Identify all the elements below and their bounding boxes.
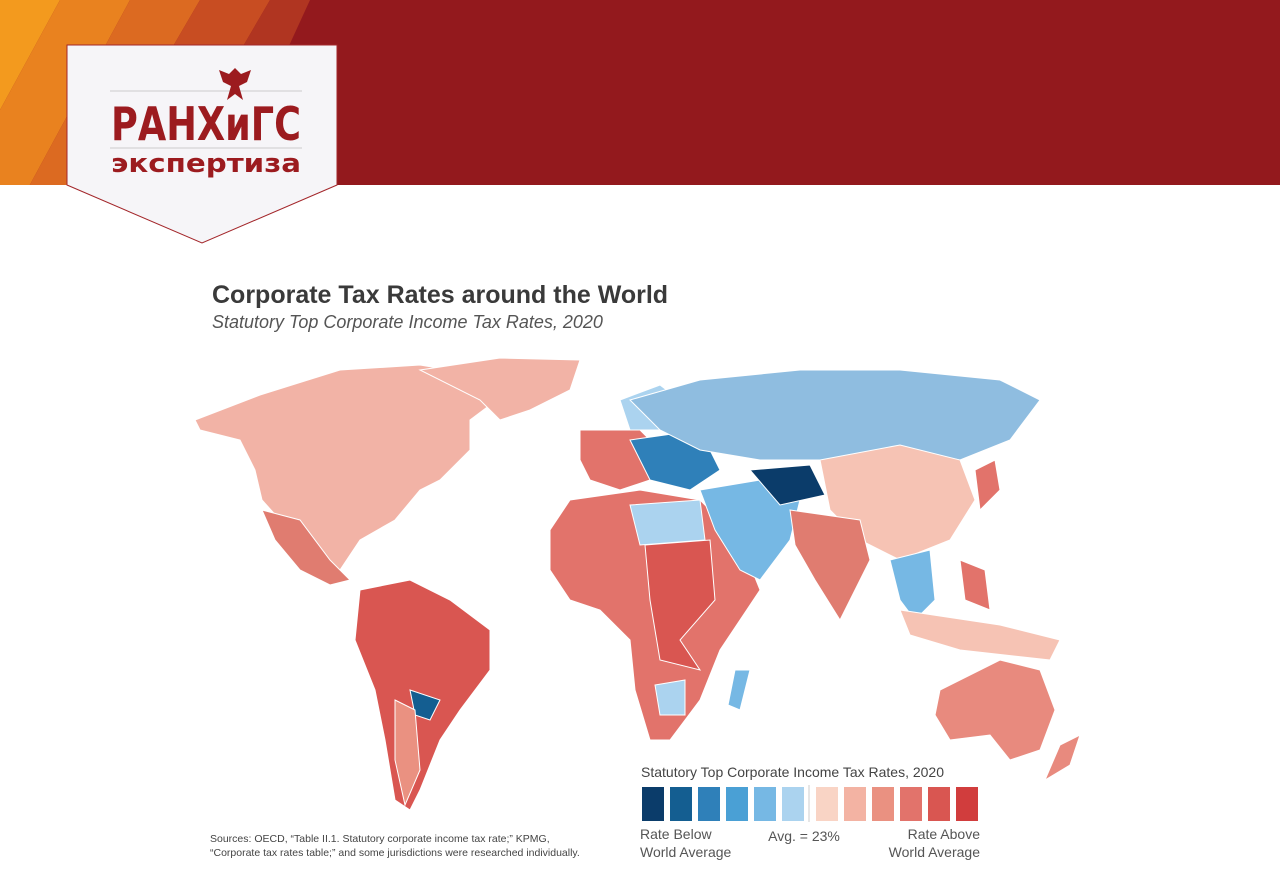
botswana (654, 679, 686, 716)
legend-swatch (642, 787, 664, 821)
mexico (261, 509, 351, 586)
madagascar (727, 669, 751, 711)
legend-swatch (844, 787, 866, 821)
philippines (959, 559, 991, 611)
legend-swatch (698, 787, 720, 821)
legend-swatch (956, 787, 978, 821)
central-asia (748, 464, 826, 506)
legend-swatch (872, 787, 894, 821)
logo-main: РАНХиГС (111, 97, 301, 151)
legend-swatch (670, 787, 692, 821)
australia (934, 659, 1056, 761)
sources: “Corporate tax rates table;” and some ju… (210, 847, 580, 859)
legend-swatch (782, 787, 804, 821)
logo-sub: экспертиза (111, 149, 301, 179)
legend-above: World Average (889, 844, 981, 860)
north-america (194, 364, 511, 571)
world-map (194, 357, 1081, 811)
paraguay (409, 689, 441, 721)
title: Corporate Tax Rates around the World (212, 281, 668, 309)
southeast-asia (889, 549, 936, 621)
central-africa (644, 539, 716, 671)
japan (974, 459, 1001, 512)
legend-swatch (726, 787, 748, 821)
legend-swatch (816, 787, 838, 821)
logo-emblem (219, 68, 251, 100)
india (789, 509, 871, 622)
legend-title: Statutory Top Corporate Income Tax Rates… (641, 764, 944, 780)
legend-above: Rate Above (908, 826, 981, 842)
legend-swatches (642, 787, 978, 821)
sources: Sources: OECD, “Table II.1. Statutory co… (210, 833, 550, 845)
legend-swatch (928, 787, 950, 821)
argentina (394, 699, 421, 807)
legend-below: World Average (640, 844, 732, 860)
legend-below: Rate Below (640, 826, 712, 842)
greenland (418, 357, 581, 421)
indonesia (899, 609, 1061, 661)
legend-swatch (900, 787, 922, 821)
russia (629, 369, 1041, 461)
subtitle: Statutory Top Corporate Income Tax Rates… (212, 312, 603, 332)
legend-swatch (754, 787, 776, 821)
new-zealand (1043, 734, 1081, 782)
legend-avg: Avg. = 23% (768, 828, 840, 844)
north-africa (629, 499, 706, 546)
logo-card (66, 44, 338, 244)
